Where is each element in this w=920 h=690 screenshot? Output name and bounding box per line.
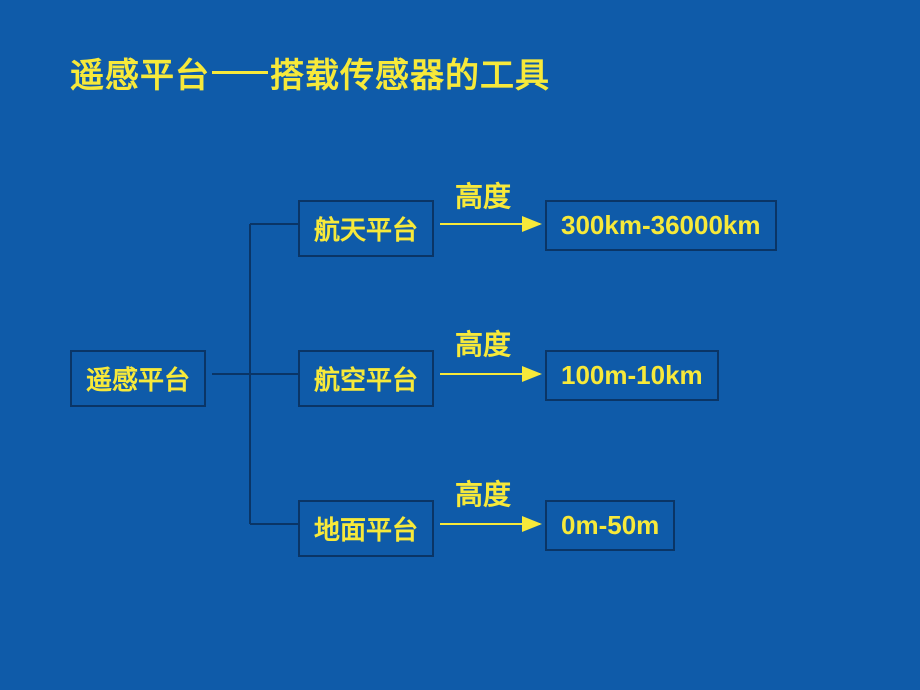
altitude-label: 高度 — [455, 175, 511, 215]
title-right: 搭载传感器的工具 — [270, 48, 550, 97]
range-label: 100m-10km — [561, 360, 703, 390]
title-left: 遥感平台 — [70, 48, 210, 97]
range-node-air: 100m-10km — [545, 350, 719, 401]
range-node-space: 300km-36000km — [545, 200, 777, 251]
platform-label: 地面平台 — [314, 515, 418, 545]
range-node-ground: 0m-50m — [545, 500, 675, 551]
altitude-label: 高度 — [455, 473, 511, 513]
platform-label: 航空平台 — [314, 365, 418, 395]
range-label: 300km-36000km — [561, 210, 761, 240]
platform-node-air: 航空平台 — [298, 350, 434, 407]
range-label: 0m-50m — [561, 510, 659, 540]
platform-node-space: 航天平台 — [298, 200, 434, 257]
slide-title: 遥感平台 搭载传感器的工具 — [70, 48, 550, 97]
platform-label: 航天平台 — [314, 215, 418, 245]
root-label: 遥感平台 — [86, 365, 190, 395]
platform-node-ground: 地面平台 — [298, 500, 434, 557]
title-dash — [212, 71, 268, 74]
root-node: 遥感平台 — [70, 350, 206, 407]
altitude-label: 高度 — [455, 323, 511, 363]
